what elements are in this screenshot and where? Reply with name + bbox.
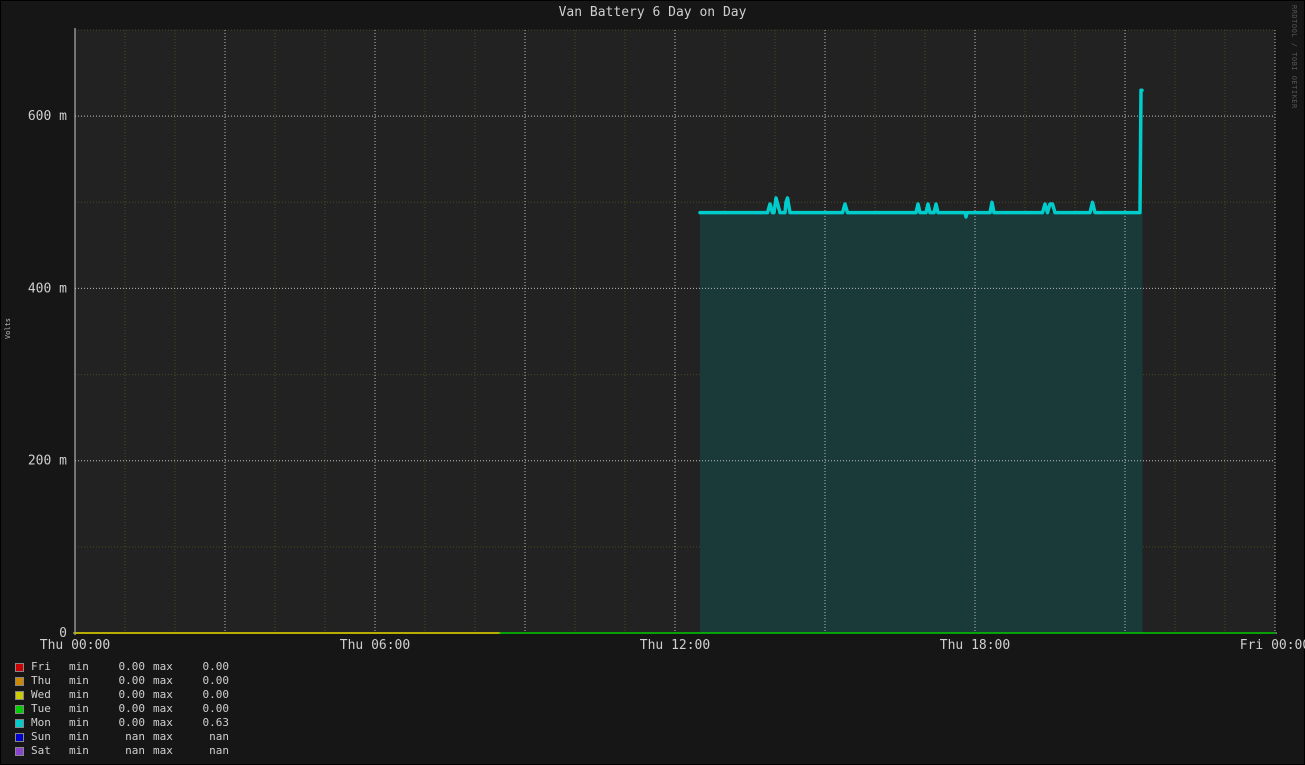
legend-max-label: max [153,688,173,701]
y-tick-label: 600 m [28,109,67,124]
legend-series-name: Wed [31,688,51,701]
legend-max-label: max [153,716,173,729]
x-tick-label: Fri 00:00 [1240,638,1305,653]
x-tick-label: Thu 12:00 [640,638,710,653]
legend-swatch [15,704,24,714]
legend-min-value: nan [125,730,145,743]
legend-swatch [15,718,24,728]
legend-min-label: min [69,730,89,743]
legend-entry-sat: Sat min nan max nan [15,744,237,758]
legend-entry-wed: Wed min 0.00 max 0.00 [15,688,237,702]
legend-min-value: 0.00 [118,674,146,687]
legend-series-name: Mon [31,716,51,729]
chart-title: Van Battery 6 Day on Day [558,5,747,20]
x-tick-label: Thu 00:00 [40,638,110,653]
legend-min-label: min [69,744,89,757]
legend-series-name: Sat [31,744,51,757]
legend-swatch [15,746,24,756]
legend-swatch [15,662,24,672]
legend-max-value: 0.00 [202,660,230,673]
legend-min-label: min [69,716,89,729]
area-fill-mon [700,212,1143,633]
legend-min-value: 0.00 [118,660,146,673]
legend-min-value: 0.00 [118,716,146,729]
legend-max-label: max [153,674,173,687]
legend-max-label: max [153,730,173,743]
legend-max-value: nan [209,744,229,757]
series-line-mon [698,88,1144,219]
legend-max-value: 0.00 [202,688,230,701]
legend-min-label: min [69,702,89,715]
legend-entry-tue: Tue min 0.00 max 0.00 [15,702,237,716]
legend-entry-fri: Fri min 0.00 max 0.00 [15,660,237,674]
legend-swatch [15,690,24,700]
legend-series-name: Thu [31,674,51,687]
legend-series-name: Sun [31,730,51,743]
rrdtool-watermark: RRDTOOL / TOBI OETIKER [1290,5,1298,109]
legend: Fri min 0.00 max 0.00 Thu min 0.00 max 0.00 Wed min… [15,660,237,758]
legend-max-label: max [153,744,173,757]
y-tick-label: 0 [59,626,67,641]
legend-max-value: 0.63 [202,716,230,729]
legend-entry-thu: Thu min 0.00 max 0.00 [15,674,237,688]
legend-min-value: nan [125,744,145,757]
legend-min-label: min [69,660,89,673]
legend-series-name: Fri [31,660,51,673]
legend-swatch [15,676,24,686]
legend-min-value: 0.00 [118,702,146,715]
legend-max-value: 0.00 [202,674,230,687]
x-tick-label: Thu 18:00 [940,638,1010,653]
legend-min-label: min [69,688,89,701]
chart-plot: Thu 00:00 Thu 06:00 Thu 12:00 Thu 18:00 Fri … [28,28,1305,653]
legend-entry-sun: Sun min nan max nan [15,730,237,744]
y-tick-label: 400 m [28,281,67,296]
legend-max-label: max [153,702,173,715]
legend-max-label: max [153,660,173,673]
legend-min-label: min [69,674,89,687]
legend-max-value: nan [209,730,229,743]
legend-series-name: Tue [31,702,51,715]
y-tick-label: 200 m [28,454,67,469]
legend-min-value: 0.00 [118,688,146,701]
legend-max-value: 0.00 [202,702,230,715]
legend-swatch [15,732,24,742]
x-tick-label: Thu 06:00 [340,638,410,653]
legend-entry-mon: Mon min 0.00 max 0.63 [15,716,237,730]
